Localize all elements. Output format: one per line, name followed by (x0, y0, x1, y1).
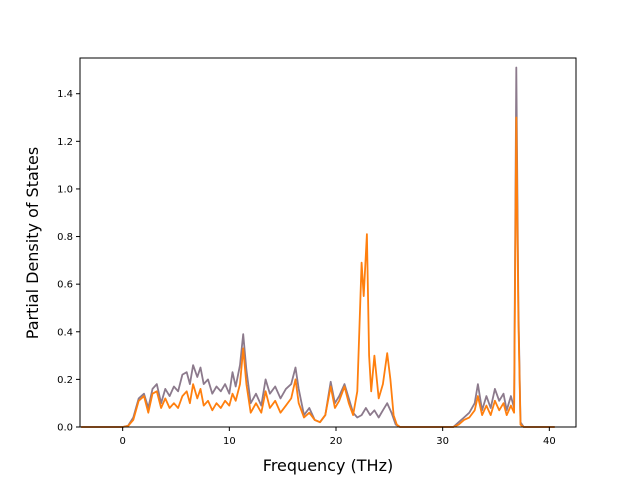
y-tick-label-6: 1.2 (57, 137, 73, 148)
x-tick-label-2: 20 (330, 436, 343, 447)
series-line-1 (81, 116, 555, 428)
y-axis-title: Partial Density of States (23, 147, 42, 339)
series-line-0 (81, 66, 555, 428)
plot-area (80, 58, 576, 427)
y-tick-label-2: 0.4 (57, 327, 73, 338)
x-tick-label-4: 40 (543, 436, 556, 447)
y-tick-label-5: 1.0 (57, 184, 73, 195)
y-tick-label-0: 0.0 (57, 423, 73, 434)
y-tick-label-7: 1.4 (57, 89, 73, 100)
x-tick-label-1: 10 (223, 436, 236, 447)
x-tick-label-0: 0 (119, 436, 125, 447)
plot-frame (79, 57, 577, 428)
y-tick-label-1: 0.2 (57, 375, 73, 386)
x-axis: 0 10 20 30 40 (119, 427, 556, 447)
y-tick-label-3: 0.6 (57, 280, 73, 291)
y-tick-label-4: 0.8 (57, 232, 73, 243)
y-axis: 0.0 0.2 0.4 0.6 0.8 1.0 1.2 1.4 (57, 89, 80, 434)
x-tick-label-3: 30 (436, 436, 449, 447)
series-layer (81, 66, 555, 428)
x-axis-title: Frequency (THz) (263, 456, 393, 475)
